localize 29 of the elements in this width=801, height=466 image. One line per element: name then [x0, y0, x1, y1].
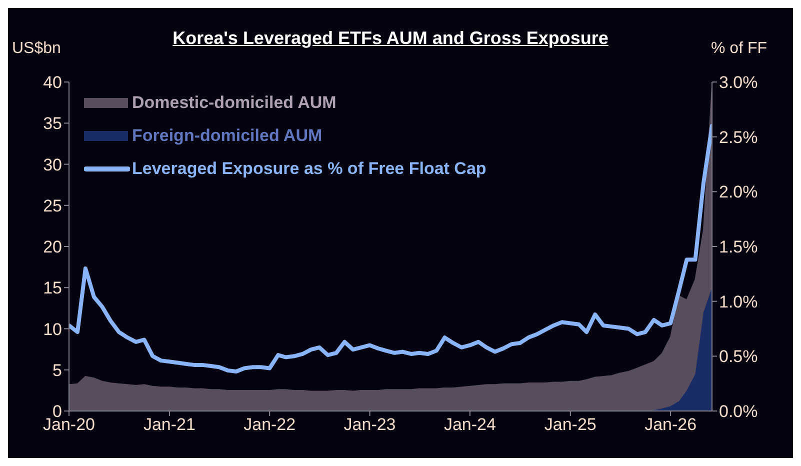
x-tick-label: Jan-24: [444, 415, 496, 434]
y2-tick-label: 0.0%: [719, 402, 758, 422]
x-tick-label: Jan-22: [244, 415, 296, 434]
y-tick-label: 30: [43, 155, 62, 174]
y2-tick-label: 0.5%: [719, 347, 758, 366]
legend-label: Domestic-domiciled AUM: [132, 92, 336, 112]
y2-tick-label: 1.5%: [719, 238, 758, 257]
chart-title: Korea's Leveraged ETFs AUM and Gross Exposure: [172, 28, 610, 49]
y2-tick-label: 1.0%: [719, 292, 758, 312]
y-tick-label: 35: [43, 114, 62, 134]
y2-axis-title: % of FF: [711, 40, 768, 58]
x-tick-label: Jan-21: [143, 415, 196, 434]
y2-tick-label: 3.0%: [719, 73, 758, 92]
x-tick-label: Jan-23: [344, 415, 396, 434]
x-tick-label: Jan-25: [544, 415, 596, 434]
y-tick-label: 5: [52, 360, 62, 380]
legend-label: Foreign-domiciled AUM: [132, 126, 322, 146]
y2-tick-label: 2.5%: [719, 128, 758, 147]
y-axis-title: US$bn: [12, 40, 61, 58]
line-series: [69, 124, 712, 374]
y-tick-label: 10: [43, 320, 62, 339]
y-tick-label: 15: [43, 278, 62, 298]
y-tick-label: 20: [43, 238, 62, 257]
y-tick-label: 0: [52, 402, 62, 422]
y-tick-label: 40: [43, 73, 62, 92]
y2-tick-label: 2.0%: [719, 182, 758, 202]
y-tick-label: 25: [43, 196, 62, 216]
legend-label: Leveraged Exposure as % of Free Float Cap: [132, 158, 486, 178]
x-tick-label: Jan-26: [644, 415, 697, 434]
